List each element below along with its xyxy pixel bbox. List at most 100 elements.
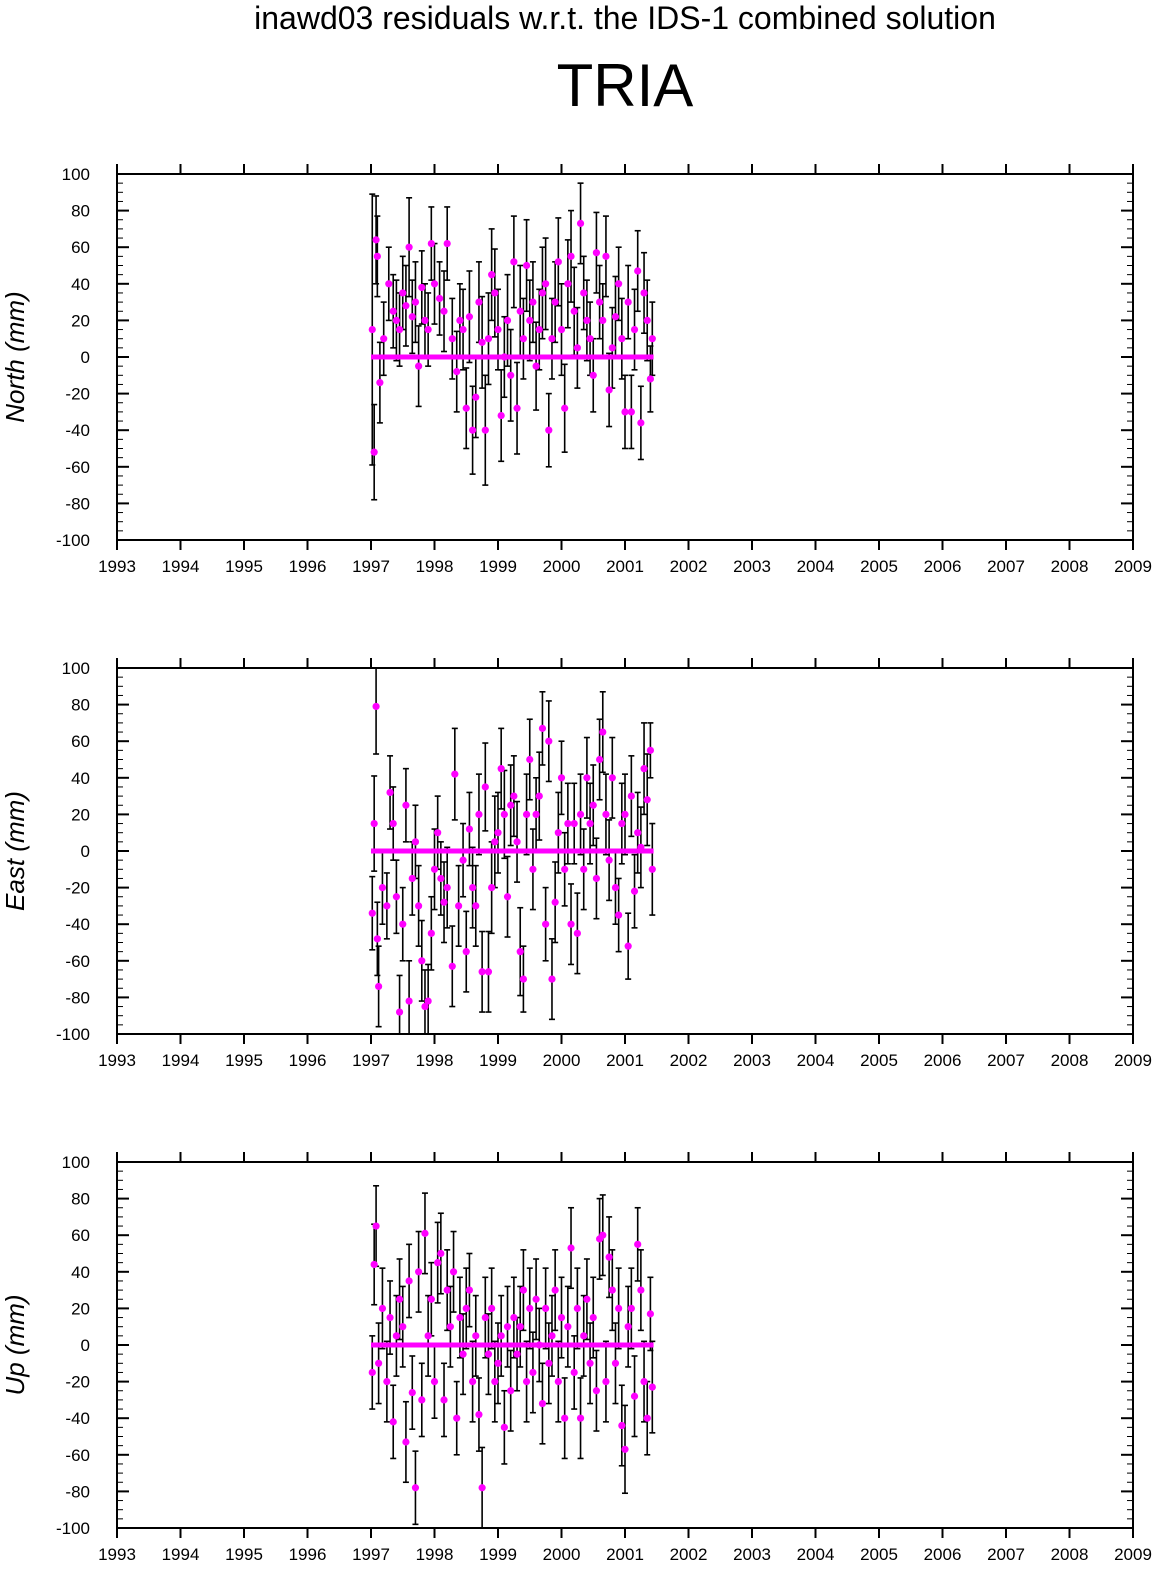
data-point	[640, 289, 648, 297]
data-point	[646, 375, 655, 383]
y-tick-label: -40	[65, 1409, 90, 1428]
data-point	[368, 909, 376, 917]
x-tick-label: 1995	[225, 1051, 263, 1070]
data-point	[462, 948, 470, 956]
data-point	[392, 316, 400, 324]
data-point	[646, 1310, 655, 1318]
data-point	[475, 298, 483, 306]
data-point	[456, 316, 464, 324]
data-point	[494, 1359, 502, 1367]
data-point	[576, 810, 585, 819]
y-tick-label: -60	[65, 952, 90, 971]
data-point	[526, 316, 534, 324]
data-point	[440, 898, 448, 906]
data-point	[383, 1378, 391, 1386]
x-tick-label: 2009	[1114, 1545, 1152, 1564]
data-point	[503, 1323, 512, 1331]
data-point	[592, 1387, 601, 1395]
data-point	[488, 884, 496, 892]
y-tick-label: -80	[65, 1482, 90, 1501]
data-point	[370, 448, 378, 456]
data-point	[561, 404, 569, 412]
data-point	[529, 865, 537, 873]
data-point	[615, 1304, 623, 1312]
data-point	[634, 1240, 642, 1248]
data-point	[605, 386, 613, 394]
data-point	[459, 856, 467, 864]
data-point	[405, 997, 413, 1005]
data-point	[615, 280, 623, 288]
data-point	[551, 1286, 559, 1294]
data-point	[395, 1295, 404, 1303]
data-point	[532, 810, 540, 819]
x-tick-label: 2008	[1051, 557, 1089, 576]
data-point	[519, 975, 528, 983]
data-point	[389, 819, 397, 828]
y-tick-label: 0	[81, 348, 90, 367]
data-point	[564, 819, 572, 828]
x-tick-label: 2006	[924, 1545, 962, 1564]
data-point	[586, 819, 594, 828]
data-point	[621, 408, 629, 416]
x-tick-label: 2007	[987, 1545, 1025, 1564]
data-point	[611, 313, 620, 321]
data-point	[643, 796, 651, 804]
y-tick-label: -20	[65, 1373, 90, 1392]
data-point	[500, 353, 508, 361]
station-title: TRIA	[556, 52, 694, 119]
data-point	[542, 920, 550, 928]
y-tick-label: 0	[81, 1336, 90, 1355]
data-point	[443, 239, 451, 248]
x-tick-label: 1994	[162, 557, 200, 576]
data-point	[451, 770, 459, 778]
data-point	[399, 920, 407, 928]
data-point	[402, 1438, 410, 1446]
data-point	[392, 893, 400, 901]
data-point	[648, 865, 656, 873]
data-point	[385, 280, 393, 288]
y-tick-label: -60	[65, 458, 90, 477]
data-point	[548, 335, 556, 343]
data-point	[462, 404, 470, 412]
data-point	[481, 783, 489, 791]
data-point	[449, 1268, 458, 1276]
x-tick-label: 2005	[860, 1545, 898, 1564]
y-tick-label: 60	[71, 1226, 90, 1245]
y-tick-label: 60	[71, 732, 90, 751]
data-point	[488, 1304, 496, 1312]
y-tick-label: 80	[71, 202, 90, 221]
data-point	[634, 829, 642, 837]
data-point	[570, 819, 578, 828]
data-layer	[368, 1184, 656, 1528]
data-point	[513, 404, 521, 412]
panel-0: 1993 1994 1995 1996 1997 1998 1999 2000 2001 2002…	[0, 164, 1152, 576]
x-tick-label: 2006	[924, 1051, 962, 1070]
data-point	[596, 755, 604, 764]
data-point	[507, 371, 515, 379]
data-point	[637, 419, 645, 427]
data-point	[510, 1313, 518, 1322]
data-point	[368, 1368, 376, 1377]
data-point	[589, 371, 597, 379]
data-point	[459, 1350, 467, 1358]
data-point	[507, 1387, 515, 1395]
data-point	[469, 1378, 477, 1386]
data-point	[618, 1421, 626, 1430]
x-tick-label: 1997	[352, 557, 390, 576]
y-tick-label: 0	[81, 842, 90, 861]
data-point	[608, 344, 616, 352]
data-point	[640, 1378, 648, 1386]
data-point	[378, 884, 387, 892]
x-tick-label: 1993	[98, 1545, 136, 1564]
x-tick-label: 2005	[860, 557, 898, 576]
data-point	[586, 335, 594, 343]
x-tick-label: 2001	[606, 1545, 644, 1564]
data-point	[430, 1378, 439, 1386]
data-point	[570, 1368, 578, 1377]
data-point	[405, 243, 413, 251]
data-point	[583, 316, 591, 324]
data-point	[605, 856, 613, 864]
x-tick-label: 1998	[416, 1051, 454, 1070]
data-point	[421, 1229, 429, 1237]
